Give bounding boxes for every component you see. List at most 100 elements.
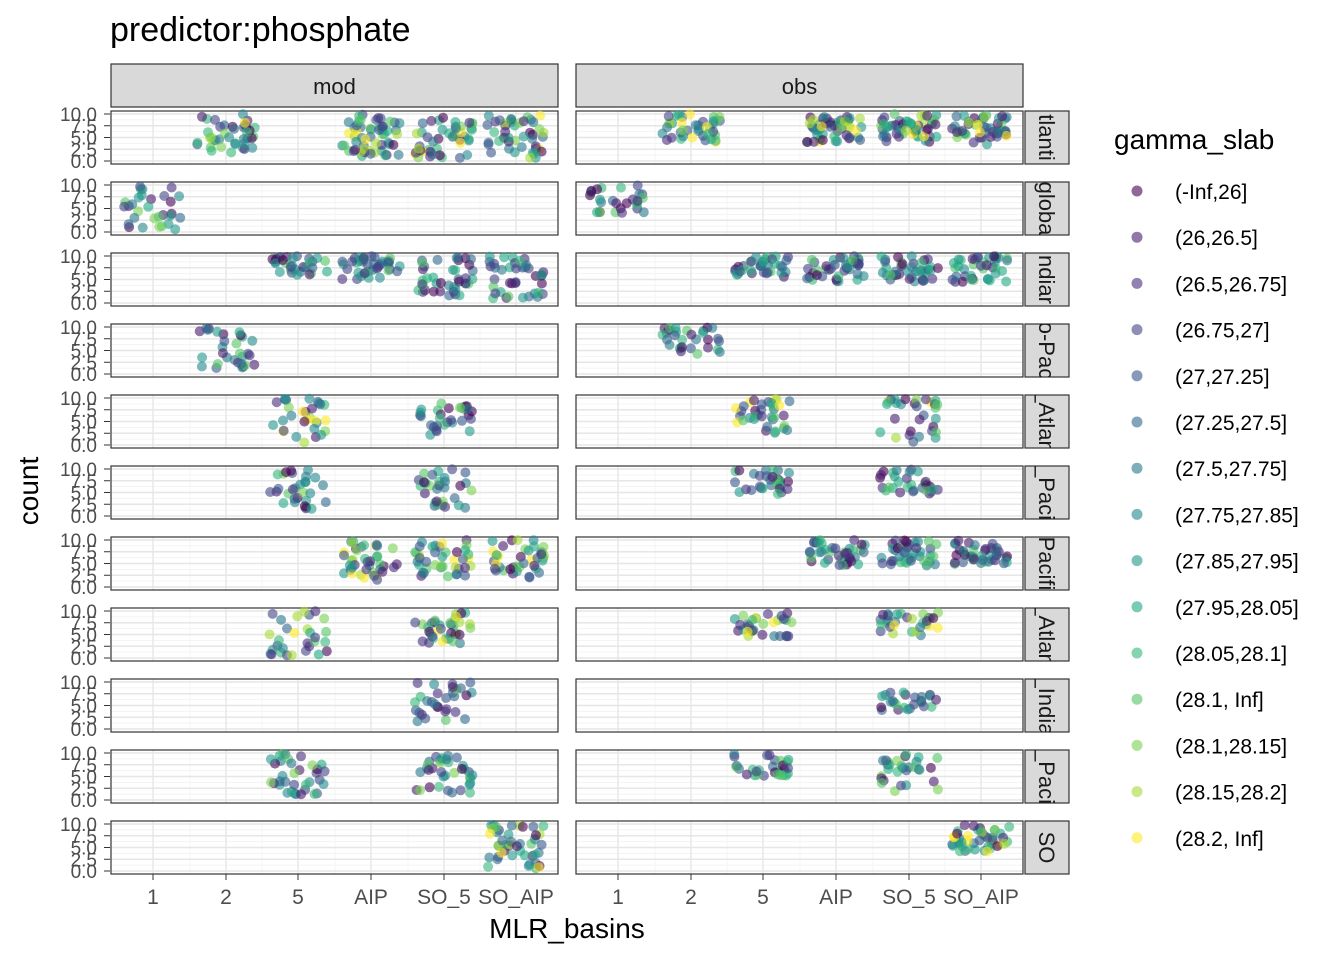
facet-row-strip-label: _Atlan [1034, 602, 1059, 665]
data-point [496, 264, 507, 275]
data-point [992, 549, 1003, 560]
data-point [159, 191, 170, 201]
y-tick-label: 10.0 [60, 318, 97, 339]
data-point [347, 256, 358, 267]
data-point [455, 785, 466, 796]
y-tick-label: 0.0 [71, 649, 97, 670]
data-point [889, 109, 900, 120]
data-point [806, 254, 817, 265]
data-point [297, 406, 308, 417]
data-point [217, 348, 228, 359]
data-point [500, 126, 511, 137]
data-point [813, 537, 824, 548]
data-point [212, 359, 223, 369]
panel-border [575, 394, 1024, 449]
data-point [448, 264, 458, 275]
data-point [369, 252, 380, 262]
data-point [301, 779, 311, 790]
facet-row-strip-label: globa [1034, 182, 1059, 237]
data-point [437, 753, 447, 764]
data-point [192, 137, 203, 148]
data-point [230, 139, 241, 149]
facet-strip-obs [575, 63, 1024, 108]
data-point [951, 111, 962, 122]
data-point [611, 198, 622, 209]
data-point [904, 274, 915, 284]
data-point [518, 116, 529, 127]
data-point [219, 336, 230, 347]
points-S_Pacific-obs [729, 749, 943, 797]
y-tick-label: 5.0 [71, 839, 97, 860]
panel-border [110, 110, 559, 165]
data-point [466, 254, 476, 264]
data-point [698, 327, 708, 338]
y-tick-label: 7.5 [71, 259, 97, 280]
x-tick-label: 2 [220, 886, 232, 909]
data-point [271, 397, 282, 408]
y-tick-label: 10.0 [60, 673, 97, 694]
data-point [632, 180, 643, 191]
legend-entry-label: (28.1,28.15] [1175, 735, 1287, 758]
data-point [876, 251, 887, 262]
y-tick-label: 0.0 [71, 152, 97, 173]
data-point [907, 613, 917, 624]
data-point [768, 617, 779, 628]
data-point [530, 830, 541, 841]
data-point [464, 779, 475, 790]
data-point [266, 649, 277, 660]
data-point [289, 779, 300, 790]
data-point [536, 549, 547, 560]
data-point [842, 547, 853, 558]
data-point [287, 260, 298, 271]
data-point [267, 608, 278, 619]
y-tick-label: 0.0 [71, 294, 97, 315]
data-point [1001, 130, 1012, 141]
panel-border [575, 465, 1024, 520]
data-point [511, 263, 522, 274]
points-S_Indian-obs [876, 687, 942, 716]
data-point [751, 252, 761, 263]
data-point [708, 116, 719, 127]
panel-border [575, 607, 1024, 662]
data-point [461, 690, 472, 701]
data-point [746, 265, 757, 276]
data-point [361, 564, 372, 575]
data-point [312, 253, 323, 264]
panel-S_Indian-mod [110, 678, 559, 733]
data-point [447, 464, 458, 475]
data-point [902, 116, 913, 127]
data-point [497, 835, 508, 846]
data-point [206, 132, 217, 143]
y-tick-label: 2.5 [71, 495, 97, 516]
legend-key-point [1131, 462, 1143, 474]
data-point [533, 862, 544, 873]
data-point [417, 279, 428, 290]
data-point [538, 821, 549, 831]
data-point [380, 150, 391, 161]
data-point [527, 133, 538, 144]
data-point [876, 702, 887, 713]
data-point [456, 764, 467, 774]
data-point [742, 626, 753, 637]
facet-row-S_Atlantic: 0.02.55.07.510.0 _Atlan [60, 602, 1070, 670]
data-point [734, 465, 745, 476]
data-point [928, 613, 939, 624]
data-point [377, 566, 388, 577]
points-S_Indian-mod [410, 677, 477, 727]
y-tick-label: 2.5 [71, 353, 97, 374]
data-point [498, 541, 509, 551]
data-point [902, 704, 913, 715]
data-point [802, 136, 812, 147]
data-point [238, 109, 248, 120]
data-point [833, 550, 844, 561]
data-point [455, 480, 466, 491]
data-point [278, 498, 289, 509]
points-SO-obs [947, 820, 1015, 857]
data-point [165, 210, 176, 221]
data-point [821, 261, 832, 272]
facet-row-strip [1024, 110, 1070, 165]
data-point [928, 484, 938, 495]
data-point [956, 837, 967, 848]
facet-row-strip [1024, 394, 1070, 449]
data-point [465, 787, 475, 798]
